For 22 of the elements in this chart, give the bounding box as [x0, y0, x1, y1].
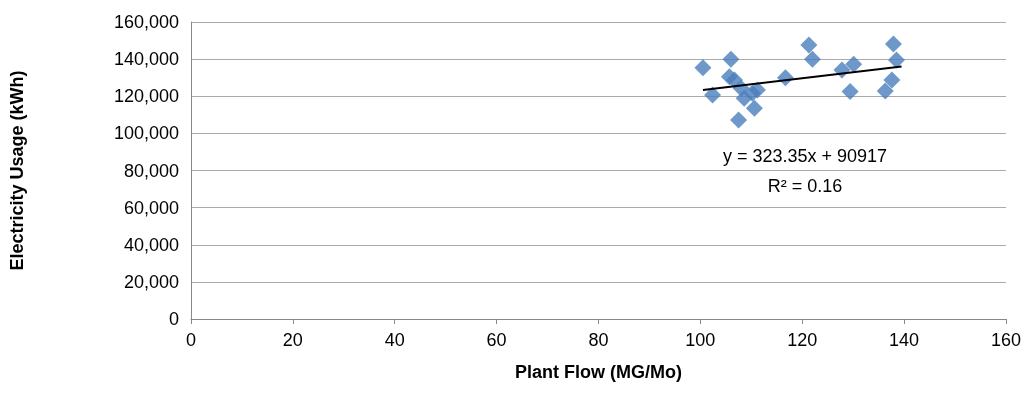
- x-tick-label: 160: [990, 330, 1022, 350]
- y-tick-label: 120,000: [113, 86, 179, 107]
- x-tick-label: 0: [185, 330, 197, 350]
- y-axis-title: Electricity Usage (kWh): [7, 70, 27, 271]
- y-tick-label: 0: [168, 309, 179, 329]
- y-tick-label: 20,000: [123, 271, 179, 292]
- x-tick-label: 20: [282, 330, 303, 350]
- x-tick-label: 120: [787, 330, 818, 350]
- y-tick-label: 40,000: [123, 234, 179, 255]
- x-axis-title: Plant Flow (MG/Mo): [515, 362, 682, 382]
- y-tick-label: 60,000: [123, 197, 179, 218]
- y-tick-label: 140,000: [113, 49, 179, 70]
- x-tick-label: 80: [588, 330, 609, 350]
- y-tick-label: 100,000: [113, 123, 179, 144]
- annotation: y = 323.35x + 90917: [722, 146, 888, 166]
- x-tick-label: 40: [384, 330, 405, 350]
- x-tick-label: 100: [685, 330, 716, 350]
- annotation: R² = 0.16: [767, 176, 843, 196]
- x-tick-label: 140: [889, 330, 920, 350]
- x-tick-label: 60: [486, 330, 507, 350]
- y-tick-label: 160,000: [113, 12, 179, 32]
- y-tick-label: 80,000: [123, 160, 179, 181]
